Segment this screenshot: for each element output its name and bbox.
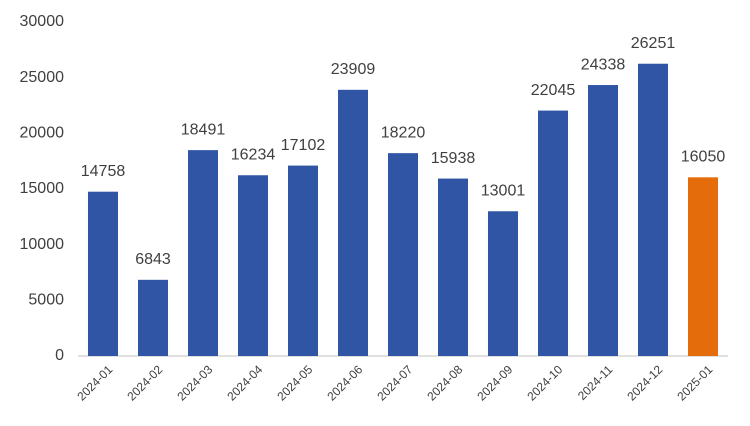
data-label: 15938 xyxy=(431,150,476,167)
data-label: 23909 xyxy=(331,61,376,78)
x-tick-label: 2024-11 xyxy=(575,362,616,403)
data-label: 6843 xyxy=(135,251,171,268)
x-tick-label: 2024-07 xyxy=(374,362,415,403)
y-tick-label: 5000 xyxy=(28,292,64,309)
bar xyxy=(488,211,518,356)
data-label: 26251 xyxy=(631,35,676,52)
y-tick-label: 10000 xyxy=(20,236,65,253)
y-tick-label: 15000 xyxy=(20,180,65,197)
x-tick-label: 2024-01 xyxy=(74,362,115,403)
data-label: 18220 xyxy=(381,124,426,141)
bar xyxy=(588,85,618,357)
y-tick-label: 25000 xyxy=(20,69,65,86)
bar xyxy=(138,279,168,356)
x-tick-label: 2024-06 xyxy=(324,362,365,403)
x-tick-label: 2024-10 xyxy=(524,362,565,403)
bar xyxy=(338,89,368,356)
bar xyxy=(88,191,118,356)
x-tick-label: 2024-02 xyxy=(124,362,165,403)
x-tick-label: 2024-12 xyxy=(624,362,665,403)
x-tick-label: 2024-09 xyxy=(474,362,515,403)
x-tick-label: 2025-01 xyxy=(674,362,715,403)
bar xyxy=(288,165,318,356)
data-label: 17102 xyxy=(281,137,326,154)
bar xyxy=(538,110,568,356)
y-tick-label: 30000 xyxy=(20,13,65,30)
data-label: 24338 xyxy=(581,56,626,73)
x-tick-label: 2024-03 xyxy=(174,362,215,403)
data-label: 18491 xyxy=(181,121,226,138)
data-label: 13001 xyxy=(481,182,526,199)
y-tick-label: 0 xyxy=(55,347,64,364)
x-tick-label: 2024-04 xyxy=(224,362,265,403)
data-label: 16050 xyxy=(681,149,726,166)
bar xyxy=(638,63,668,357)
bar xyxy=(688,177,718,356)
x-tick-label: 2024-05 xyxy=(274,362,315,403)
data-label: 16234 xyxy=(231,146,276,163)
data-label: 22045 xyxy=(531,82,576,99)
bar xyxy=(388,153,418,356)
y-tick-label: 20000 xyxy=(20,125,65,142)
data-label: 14758 xyxy=(81,163,126,180)
bar xyxy=(238,175,268,356)
x-tick-label: 2024-08 xyxy=(424,362,465,403)
bar xyxy=(438,178,468,356)
bar xyxy=(188,150,218,356)
